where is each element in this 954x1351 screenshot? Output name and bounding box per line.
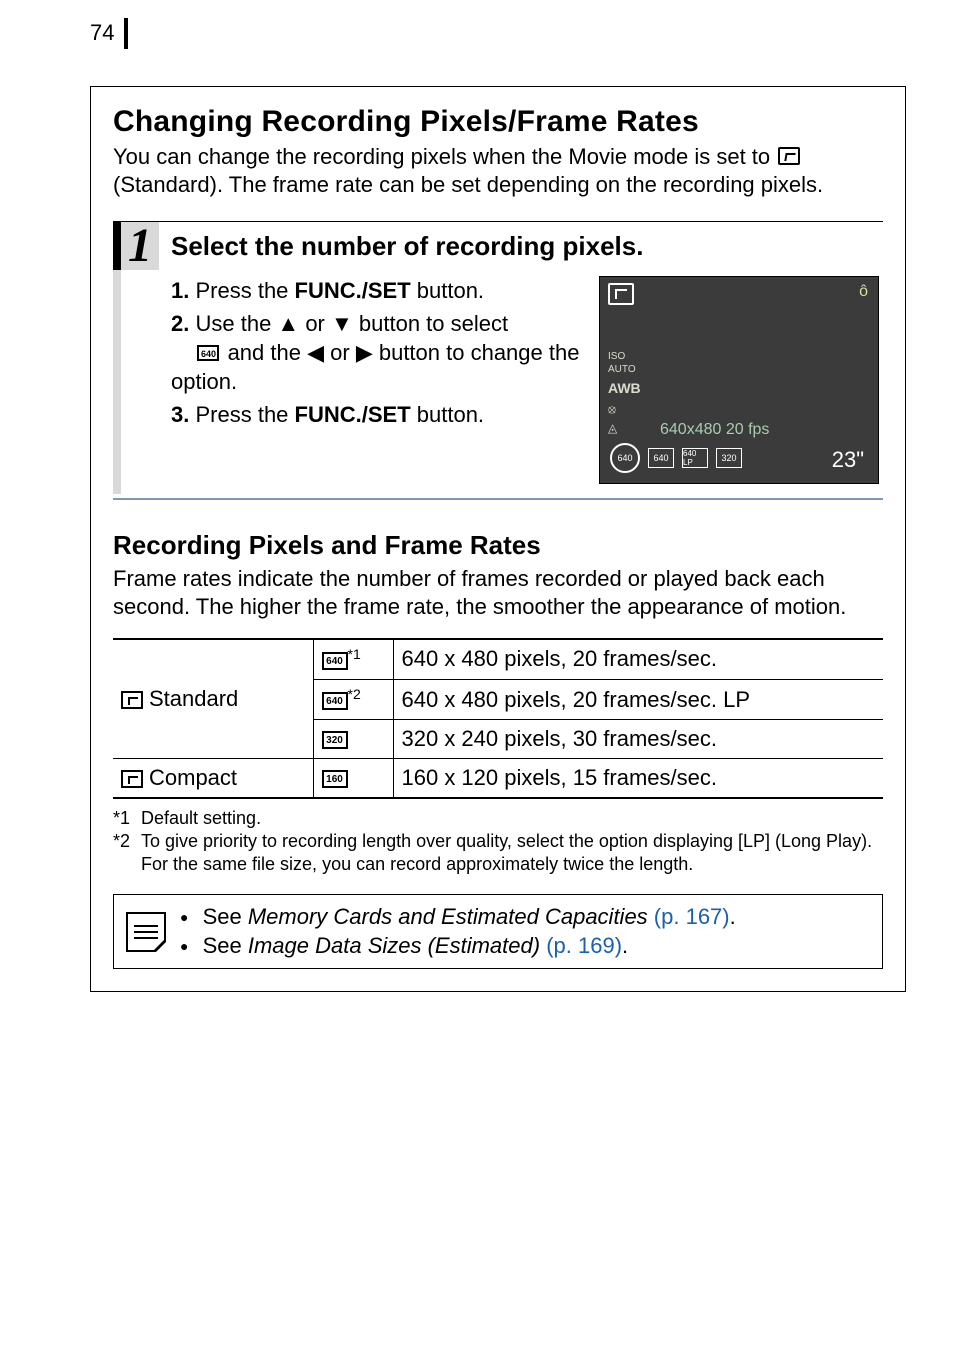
- intro-after: (Standard). The frame rate can be set de…: [113, 172, 823, 197]
- pixels-640-icon: 640: [197, 345, 219, 361]
- preview-option-bar: 640 640 640 LP 320: [610, 443, 742, 473]
- rate-desc: 640 x 480 pixels, 20 frames/sec. LP: [393, 679, 883, 719]
- rate-icon-cell: 640*2: [313, 679, 393, 719]
- content-box: Changing Recording Pixels/Frame Rates Yo…: [90, 86, 906, 992]
- intro-before: You can change the recording pixels when…: [113, 144, 776, 169]
- footnote: *1 Default setting.: [113, 807, 883, 830]
- t: Press the: [195, 278, 294, 303]
- step-item-num: 3.: [171, 402, 189, 427]
- step-instructions: 1. Press the FUNC./SET button. 2. Use th…: [171, 276, 585, 484]
- preview-time-remaining: 23": [832, 447, 864, 473]
- heading-sub: Recording Pixels and Frame Rates: [113, 530, 883, 561]
- t: Use the: [195, 311, 277, 336]
- step-block: 1 Select the number of recording pixels.…: [113, 221, 883, 500]
- preview-left-icons: ISOAUTO AWB ⦻ ◬: [608, 351, 641, 436]
- see-also-item: See Memory Cards and Estimated Capacitie…: [180, 903, 736, 931]
- page: 74 Changing Recording Pixels/Frame Rates…: [0, 0, 954, 1032]
- step-item-1: 1. Press the FUNC./SET button.: [171, 276, 585, 305]
- lcd-preview: ô ISOAUTO AWB ⦻ ◬ 640x480 20 fps 23" 640…: [599, 276, 879, 484]
- t: button to select: [353, 311, 508, 336]
- right-arrow-icon: ▶: [356, 340, 373, 365]
- t: button.: [411, 278, 484, 303]
- movie-mode-icon: [121, 691, 143, 709]
- down-arrow-icon: ▼: [331, 311, 353, 336]
- preview-orientation-icon: ô: [859, 283, 868, 301]
- footnote-text: To give priority to recording length ove…: [141, 830, 883, 876]
- see-title: Image Data Sizes (Estimated): [248, 933, 540, 958]
- see-also-list: See Memory Cards and Estimated Capacitie…: [180, 903, 736, 959]
- step-header: 1 Select the number of recording pixels.: [113, 222, 883, 270]
- preview-selected-option: 640: [610, 443, 640, 473]
- t: See: [203, 933, 248, 958]
- heading-main: Changing Recording Pixels/Frame Rates: [113, 105, 883, 139]
- preview-movie-icon: [608, 283, 634, 305]
- page-number: 74: [90, 18, 128, 49]
- movie-mode-icon: [778, 147, 800, 165]
- step-number: 1: [113, 222, 159, 270]
- mode-cell-standard: Standard: [113, 639, 313, 759]
- t: or: [299, 311, 331, 336]
- intro-text: You can change the recording pixels when…: [113, 143, 883, 199]
- pixels-icon: 320: [322, 731, 348, 749]
- mode-label: Compact: [149, 765, 237, 790]
- footnote-label: *2: [113, 830, 141, 876]
- left-arrow-icon: ◀: [307, 340, 324, 365]
- preview-option: 640: [648, 448, 674, 468]
- rate-desc: 320 x 240 pixels, 30 frames/sec.: [393, 720, 883, 759]
- t: Press the: [195, 402, 294, 427]
- see-also-box: See Memory Cards and Estimated Capacitie…: [113, 894, 883, 968]
- section-text: Frame rates indicate the number of frame…: [113, 565, 883, 621]
- t: .: [730, 904, 736, 929]
- note-icon: [126, 912, 166, 952]
- preview-option: 640 LP: [682, 448, 708, 468]
- mode-label: Standard: [149, 686, 238, 711]
- compact-mode-icon: [121, 770, 143, 788]
- pixels-icon: 640: [322, 692, 348, 710]
- table-row: Compact 160 160 x 120 pixels, 15 frames/…: [113, 759, 883, 799]
- pixels-icon: 640: [322, 652, 348, 670]
- t: and the: [221, 340, 307, 365]
- footnote: *2 To give priority to recording length …: [113, 830, 883, 876]
- rates-table: Standard 640*1 640 x 480 pixels, 20 fram…: [113, 638, 883, 800]
- t: FUNC./SET: [295, 402, 411, 427]
- table-row: Standard 640*1 640 x 480 pixels, 20 fram…: [113, 639, 883, 680]
- see-also-item: See Image Data Sizes (Estimated) (p. 169…: [180, 932, 736, 960]
- rate-icon-cell: 160: [313, 759, 393, 799]
- page-ref-link[interactable]: (p. 169): [540, 933, 622, 958]
- rate-desc: 160 x 120 pixels, 15 frames/sec.: [393, 759, 883, 799]
- t: or: [324, 340, 356, 365]
- divider: [113, 498, 883, 500]
- step-body: 1. Press the FUNC./SET button. 2. Use th…: [113, 270, 883, 494]
- see-title: Memory Cards and Estimated Capacities: [248, 904, 648, 929]
- footnote-ref: *1: [348, 646, 361, 662]
- footnote-ref: *2: [348, 686, 361, 702]
- t: button.: [411, 402, 484, 427]
- footnotes: *1 Default setting. *2 To give priority …: [113, 807, 883, 876]
- step-item-3: 3. Press the FUNC./SET button.: [171, 400, 585, 429]
- footnote-text: Default setting.: [141, 807, 261, 830]
- rate-icon-cell: 320: [313, 720, 393, 759]
- t: See: [203, 904, 248, 929]
- mode-cell-compact: Compact: [113, 759, 313, 799]
- t: .: [622, 933, 628, 958]
- preview-resolution-text: 640x480 20 fps: [660, 421, 769, 439]
- up-arrow-icon: ▲: [277, 311, 299, 336]
- rate-desc: 640 x 480 pixels, 20 frames/sec.: [393, 639, 883, 680]
- step-item-num: 1.: [171, 278, 189, 303]
- rate-icon-cell: 640*1: [313, 639, 393, 680]
- step-title: Select the number of recording pixels.: [159, 231, 643, 262]
- step-item-2: 2. Use the ▲ or ▼ button to select 640 a…: [171, 309, 585, 396]
- pixels-icon: 160: [322, 770, 348, 788]
- footnote-label: *1: [113, 807, 141, 830]
- preview-option: 320: [716, 448, 742, 468]
- page-ref-link[interactable]: (p. 167): [648, 904, 730, 929]
- t: FUNC./SET: [295, 278, 411, 303]
- step-item-num: 2.: [171, 311, 189, 336]
